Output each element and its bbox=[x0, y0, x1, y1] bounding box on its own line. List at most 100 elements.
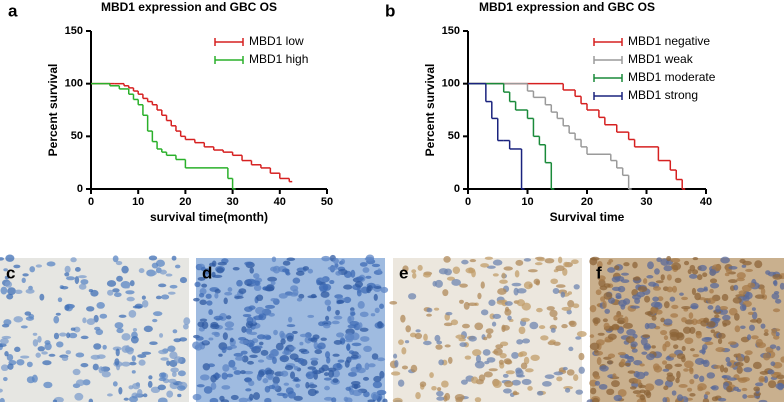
cell-nucleus bbox=[572, 303, 580, 309]
cell-nucleus bbox=[480, 281, 485, 289]
cell-nucleus bbox=[357, 301, 365, 309]
cell-nucleus bbox=[393, 353, 398, 359]
cell-nucleus bbox=[138, 359, 146, 366]
cell-nucleus bbox=[307, 268, 314, 274]
cell-nucleus bbox=[682, 326, 692, 334]
cell-nucleus bbox=[454, 394, 465, 401]
cell-nucleus bbox=[222, 332, 228, 341]
cell-nucleus bbox=[262, 378, 269, 384]
cell-nucleus bbox=[501, 324, 506, 333]
cell-nucleus bbox=[292, 277, 301, 284]
cell-nucleus bbox=[663, 385, 669, 391]
cell-nucleus bbox=[727, 377, 737, 381]
cell-nucleus bbox=[324, 351, 331, 359]
cell-nucleus bbox=[280, 370, 289, 377]
cell-nucleus bbox=[529, 321, 539, 330]
cell-nucleus bbox=[573, 374, 579, 382]
cell-nucleus bbox=[374, 307, 380, 314]
cell-nucleus bbox=[174, 356, 183, 364]
cell-nucleus bbox=[238, 288, 247, 294]
cell-nucleus bbox=[55, 312, 61, 316]
cell-nucleus bbox=[265, 374, 274, 379]
survival-curve bbox=[468, 82, 632, 190]
cell-nucleus bbox=[249, 393, 254, 401]
cell-nucleus bbox=[775, 332, 780, 337]
cell-nucleus bbox=[660, 258, 669, 266]
cell-nucleus bbox=[736, 366, 743, 374]
cell-nucleus bbox=[590, 256, 600, 261]
cell-nucleus bbox=[652, 296, 659, 302]
x-tick-label: 40 bbox=[700, 196, 712, 208]
cell-nucleus bbox=[702, 344, 708, 350]
cell-nucleus bbox=[74, 276, 80, 285]
cell-nucleus bbox=[324, 299, 332, 306]
cell-nucleus bbox=[742, 394, 748, 399]
cell-nucleus bbox=[707, 305, 714, 310]
cell-nucleus bbox=[743, 367, 753, 373]
cell-nucleus bbox=[599, 365, 609, 372]
cell-nucleus bbox=[248, 305, 256, 310]
cell-nucleus bbox=[639, 363, 645, 367]
cell-nucleus bbox=[208, 309, 213, 316]
cell-nucleus bbox=[751, 307, 756, 311]
cell-nucleus bbox=[589, 342, 600, 351]
cell-nucleus bbox=[53, 315, 60, 324]
cell-nucleus bbox=[232, 267, 240, 271]
cell-nucleus bbox=[373, 285, 382, 289]
cell-nucleus bbox=[714, 314, 720, 319]
cell-nucleus bbox=[746, 394, 756, 399]
cell-nucleus bbox=[499, 279, 508, 284]
cell-nucleus bbox=[417, 264, 423, 271]
x-tick-label: 10 bbox=[132, 196, 144, 208]
cell-nucleus bbox=[243, 370, 254, 375]
cell-nucleus bbox=[350, 380, 361, 386]
cell-nucleus bbox=[344, 359, 350, 368]
cell-nucleus bbox=[722, 375, 727, 379]
cell-nucleus bbox=[578, 366, 585, 374]
cell-nucleus bbox=[101, 371, 111, 378]
cell-nucleus bbox=[359, 311, 369, 318]
cell-nucleus bbox=[228, 359, 236, 368]
cell-nucleus bbox=[606, 360, 614, 365]
cell-nucleus bbox=[254, 280, 261, 286]
cell-nucleus bbox=[441, 380, 449, 388]
cell-nucleus bbox=[160, 372, 167, 379]
cell-nucleus bbox=[516, 288, 527, 294]
cell-nucleus bbox=[329, 280, 335, 285]
cell-nucleus bbox=[221, 385, 231, 390]
cell-nucleus bbox=[630, 305, 640, 309]
cell-nucleus bbox=[641, 351, 648, 355]
cell-nucleus bbox=[112, 381, 118, 387]
cell-nucleus bbox=[289, 353, 299, 360]
cell-nucleus bbox=[347, 316, 352, 324]
cell-nucleus bbox=[553, 316, 558, 321]
cell-nucleus bbox=[408, 293, 417, 300]
cell-nucleus bbox=[504, 301, 513, 306]
cell-nucleus bbox=[760, 287, 766, 296]
cell-nucleus bbox=[694, 292, 702, 301]
cell-nucleus bbox=[683, 260, 690, 266]
cell-nucleus bbox=[240, 370, 246, 375]
cell-nucleus bbox=[516, 339, 524, 345]
cell-nucleus bbox=[562, 366, 568, 371]
cell-nucleus bbox=[326, 356, 331, 364]
cell-nucleus bbox=[652, 286, 662, 291]
cell-nucleus bbox=[660, 329, 668, 336]
cell-nucleus bbox=[114, 322, 124, 329]
cell-nucleus bbox=[492, 380, 502, 389]
cell-nucleus bbox=[43, 381, 53, 389]
cell-nucleus bbox=[112, 288, 120, 293]
cell-nucleus bbox=[646, 353, 655, 361]
cell-nucleus bbox=[550, 278, 559, 285]
cell-nucleus bbox=[0, 364, 9, 372]
cell-nucleus bbox=[401, 347, 407, 355]
cell-nucleus bbox=[639, 394, 646, 401]
cell-nucleus bbox=[673, 344, 679, 349]
cell-nucleus bbox=[536, 258, 545, 262]
cell-nucleus bbox=[450, 319, 459, 326]
cell-nucleus bbox=[617, 352, 626, 356]
cell-nucleus bbox=[268, 384, 276, 390]
cell-nucleus bbox=[280, 338, 286, 345]
cell-nucleus bbox=[241, 355, 249, 363]
cell-nucleus bbox=[286, 324, 296, 328]
